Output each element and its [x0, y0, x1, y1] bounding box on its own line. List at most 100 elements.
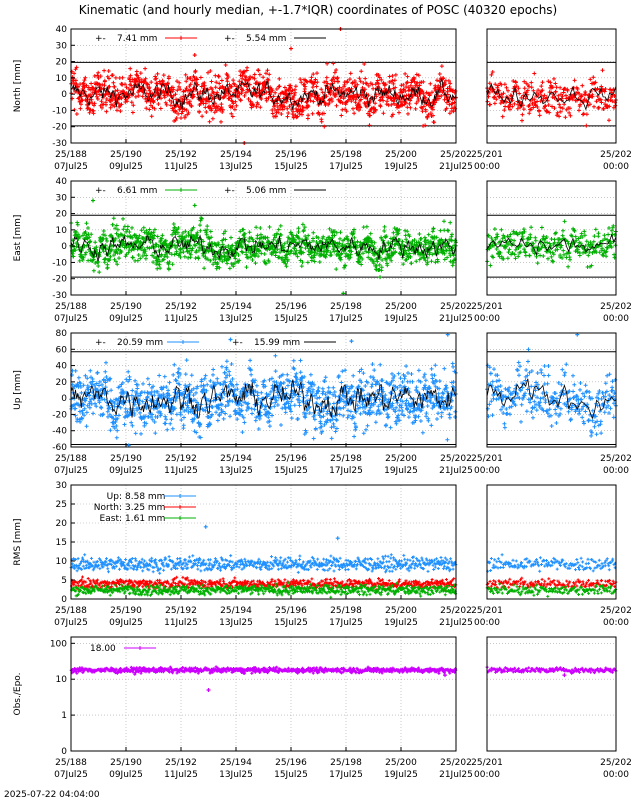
x-tick-label-date: 15Jul25 — [274, 770, 308, 780]
x-tick-label-doy: 25/196 — [275, 758, 307, 768]
x-tick-label-doy: 25/202 — [600, 758, 632, 768]
y-tick-label: 25 — [56, 500, 67, 510]
legend-prefix: +- — [95, 186, 106, 196]
y-tick-label: -60 — [52, 443, 67, 453]
legend-label: 20.59 mm — [117, 338, 163, 348]
x-tick-label-date: 15Jul25 — [274, 162, 308, 172]
legend-label: 15.99 mm — [254, 338, 300, 348]
plot-area-main: 0 1 10 100 25/188 07Jul25 25/190 09Jul25 25/192 1… — [50, 636, 473, 780]
y-tick-label: 15 — [56, 538, 67, 548]
x-tick-label-date: 07Jul25 — [54, 466, 88, 476]
x-tick-label-doy: 25/200 — [385, 454, 417, 464]
x-tick-label-date: 19Jul25 — [384, 314, 418, 324]
panels: North [mm]-30-20-1001020304025/18807Jul2… — [13, 25, 632, 780]
x-tick-label-doy: 25/201 — [471, 150, 503, 160]
x-tick-label-doy: 25/201 — [471, 454, 503, 464]
x-tick-label-date: 17Jul25 — [329, 162, 363, 172]
y-tick-label: -20 — [52, 275, 67, 285]
x-tick-label-doy: 25/200 — [385, 302, 417, 312]
median-line — [70, 379, 457, 419]
plot-area-zoom: 25/201 00:00 25/202 00:00 — [471, 332, 632, 476]
y-tick-label: 10 — [56, 675, 68, 685]
x-tick-label-date: 00:00 — [603, 770, 629, 780]
y-tick-label: 80 — [56, 329, 68, 339]
x-tick-label-doy: 25/188 — [55, 606, 87, 616]
y-tick-label: -10 — [52, 106, 67, 116]
y-tick-label: 0 — [61, 394, 67, 404]
x-tick-label-doy: 25/188 — [55, 454, 87, 464]
x-tick-label-date: 11Jul25 — [164, 618, 198, 628]
legend-label: Up: — [107, 492, 122, 502]
legend-prefix: +- — [232, 338, 243, 348]
legend-label: 7.41 mm — [117, 34, 157, 44]
x-tick-label-doy: 25/194 — [220, 606, 252, 616]
legend-value: 3.25 mm — [125, 503, 165, 513]
x-tick-label-doy: 25/188 — [55, 150, 87, 160]
x-tick-label-doy: 25/202 — [600, 302, 632, 312]
legend-marker — [178, 494, 182, 498]
outlier-point — [289, 46, 293, 51]
x-tick-label-date: 00:00 — [474, 770, 500, 780]
legend: 18.00 — [90, 644, 156, 654]
y-axis-label: RMS [mm] — [13, 518, 23, 565]
x-tick-label-date: 13Jul25 — [219, 770, 253, 780]
y-tick-label: 10 — [56, 557, 68, 567]
y-axis-label: Up [mm] — [13, 370, 23, 410]
plot-frame — [486, 180, 617, 296]
x-tick-label-doy: 25/196 — [275, 302, 307, 312]
median-line — [486, 233, 617, 257]
y-tick-label: 10 — [56, 74, 68, 84]
plot-area-zoom: 25/201 00:00 25/202 00:00 — [471, 180, 632, 324]
x-tick-label-doy: 25/192 — [165, 606, 197, 616]
x-tick-label-doy: 25/198 — [330, 758, 362, 768]
x-tick-label-date: 09Jul25 — [109, 618, 143, 628]
x-tick-label-doy: 25/202 — [600, 150, 632, 160]
x-tick-label-date: 00:00 — [474, 314, 500, 324]
outlier-point — [206, 688, 211, 693]
x-tick-label-date: 07Jul25 — [54, 314, 88, 324]
legend: +- 6.61 mm +- 5.06 mm — [95, 186, 326, 196]
legend-prefix: +- — [224, 186, 235, 196]
legend-marker — [181, 340, 185, 344]
x-tick-label-doy: 25/202 — [440, 758, 472, 768]
y-tick-label: -40 — [52, 427, 67, 437]
plot-frame — [486, 636, 617, 752]
x-tick-label-date: 15Jul25 — [274, 618, 308, 628]
x-tick-label-date: 13Jul25 — [219, 162, 253, 172]
x-tick-label-date: 15Jul25 — [274, 314, 308, 324]
x-tick-label-date: 13Jul25 — [219, 618, 253, 628]
legend-prefix: +- — [95, 34, 106, 44]
plot-frame — [70, 28, 457, 144]
y-tick-label: -20 — [52, 410, 67, 420]
panel-north: North [mm] -30 -20 -10 0 10 20 30 40 25/188 07Jul2… — [13, 25, 632, 172]
panel-up: Up [mm] -60 -40 -20 0 20 40 60 80 25/188 07Jul25 25… — [13, 329, 632, 476]
x-tick-label-doy: 25/196 — [275, 606, 307, 616]
y-tick-label: 40 — [56, 362, 68, 372]
legend-marker — [179, 188, 183, 192]
x-tick-label-doy: 25/201 — [471, 302, 503, 312]
plot-background — [487, 637, 616, 751]
x-tick-label-doy: 25/202 — [440, 302, 472, 312]
x-tick-label-doy: 25/198 — [330, 302, 362, 312]
x-tick-label-doy: 25/198 — [330, 454, 362, 464]
x-tick-label-date: 09Jul25 — [109, 314, 143, 324]
x-tick-label-date: 17Jul25 — [329, 618, 363, 628]
x-tick-label-doy: 25/190 — [110, 302, 142, 312]
x-tick-label-date: 21Jul25 — [439, 466, 473, 476]
x-tick-label-date: 00:00 — [603, 618, 629, 628]
legend-label: 5.06 mm — [246, 186, 286, 196]
y-tick-label: 40 — [56, 25, 68, 35]
legend-label: 5.54 mm — [246, 34, 286, 44]
y-tick-label: -10 — [52, 258, 67, 268]
panel-east: East [mm] -30 -20 -10 0 10 20 30 40 25/188 07Jul25… — [13, 177, 632, 324]
y-tick-label: 60 — [56, 345, 68, 355]
panel-rms: RMS [mm]05101520253025/18807Jul2525/1900… — [13, 481, 632, 628]
plot-area-main: -30 -20 -10 0 10 20 30 40 25/188 07Jul25 25/190 09J… — [52, 177, 473, 324]
legend-label: North: — [94, 503, 122, 513]
x-tick-label-doy: 25/192 — [165, 302, 197, 312]
y-tick-label: 1 — [61, 711, 67, 721]
x-tick-label-date: 00:00 — [474, 162, 500, 172]
x-tick-label-doy: 25/202 — [440, 150, 472, 160]
x-tick-label-doy: 25/194 — [220, 150, 252, 160]
